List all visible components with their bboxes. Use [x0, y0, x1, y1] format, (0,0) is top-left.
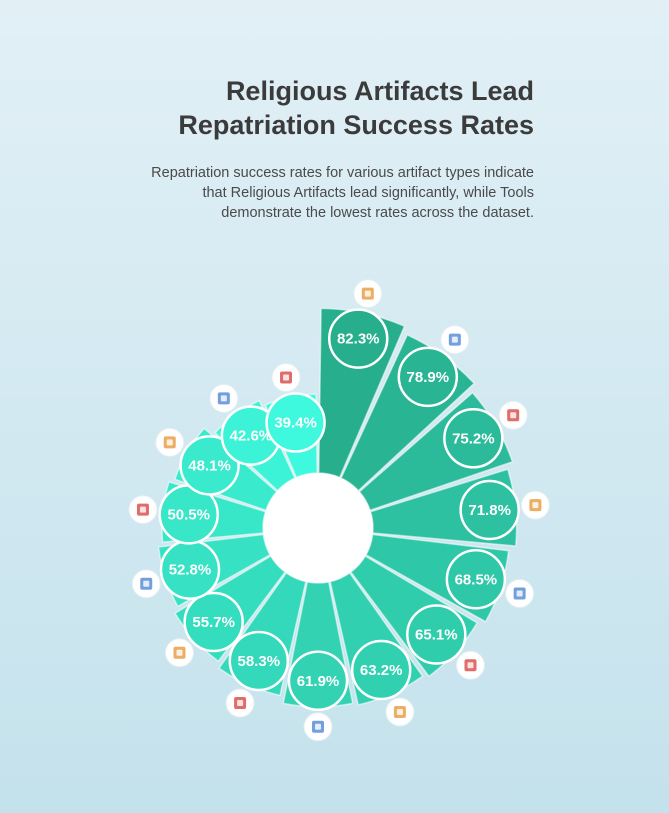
data-label-13: 42.6% — [230, 428, 273, 445]
data-label-3: 71.8% — [468, 502, 511, 519]
data-label-8: 58.3% — [238, 653, 281, 670]
data-label-4: 68.5% — [455, 571, 498, 588]
data-label-10: 52.8% — [169, 562, 212, 579]
data-label-11: 50.5% — [167, 506, 210, 523]
value-bubble-3 — [459, 479, 520, 541]
data-label-7: 61.9% — [297, 673, 340, 690]
value-bubble-9 — [183, 591, 244, 653]
music-instrument-icon — [455, 650, 485, 680]
value-bubble-1 — [397, 346, 459, 408]
craftsman-icon — [303, 712, 333, 742]
value-bubble-14 — [265, 392, 326, 453]
value-bubble-6 — [350, 639, 412, 701]
data-label-0: 82.3% — [337, 331, 380, 348]
value-bubble-8 — [228, 630, 290, 692]
center-hole — [263, 473, 373, 583]
furniture-icon — [128, 495, 158, 525]
data-label-2: 75.2% — [452, 430, 495, 447]
helmet-icon — [155, 427, 185, 457]
pottery-bowl-icon — [225, 688, 255, 718]
cathedral-icon — [353, 279, 383, 309]
chart-subtitle: Repatriation success rates for various a… — [151, 165, 534, 221]
data-label-14: 39.4% — [274, 415, 317, 432]
document-icon — [440, 325, 470, 355]
value-bubble-7 — [287, 650, 349, 712]
open-book-icon — [498, 400, 528, 430]
painting-easel-icon — [385, 697, 415, 727]
textile-basket-icon — [131, 569, 161, 599]
bust-sculpture-icon — [505, 579, 535, 609]
tools-icon — [271, 363, 301, 393]
value-bubble-4 — [445, 549, 507, 610]
value-bubble-5 — [406, 604, 467, 665]
necklace-icon — [164, 638, 194, 668]
value-bubble-0 — [328, 308, 389, 369]
data-label-6: 63.2% — [360, 662, 403, 679]
chart-title: Religious Artifacts Lead Repatriation Su… — [178, 76, 534, 140]
weapons-icon — [209, 383, 239, 413]
data-label-9: 55.7% — [192, 614, 235, 631]
value-bubble-12 — [179, 435, 240, 496]
data-label-1: 78.9% — [407, 369, 450, 386]
value-bubble-2 — [443, 408, 504, 469]
data-label-5: 65.1% — [415, 627, 458, 644]
data-label-12: 48.1% — [188, 457, 231, 474]
paintings-icon — [520, 490, 550, 520]
